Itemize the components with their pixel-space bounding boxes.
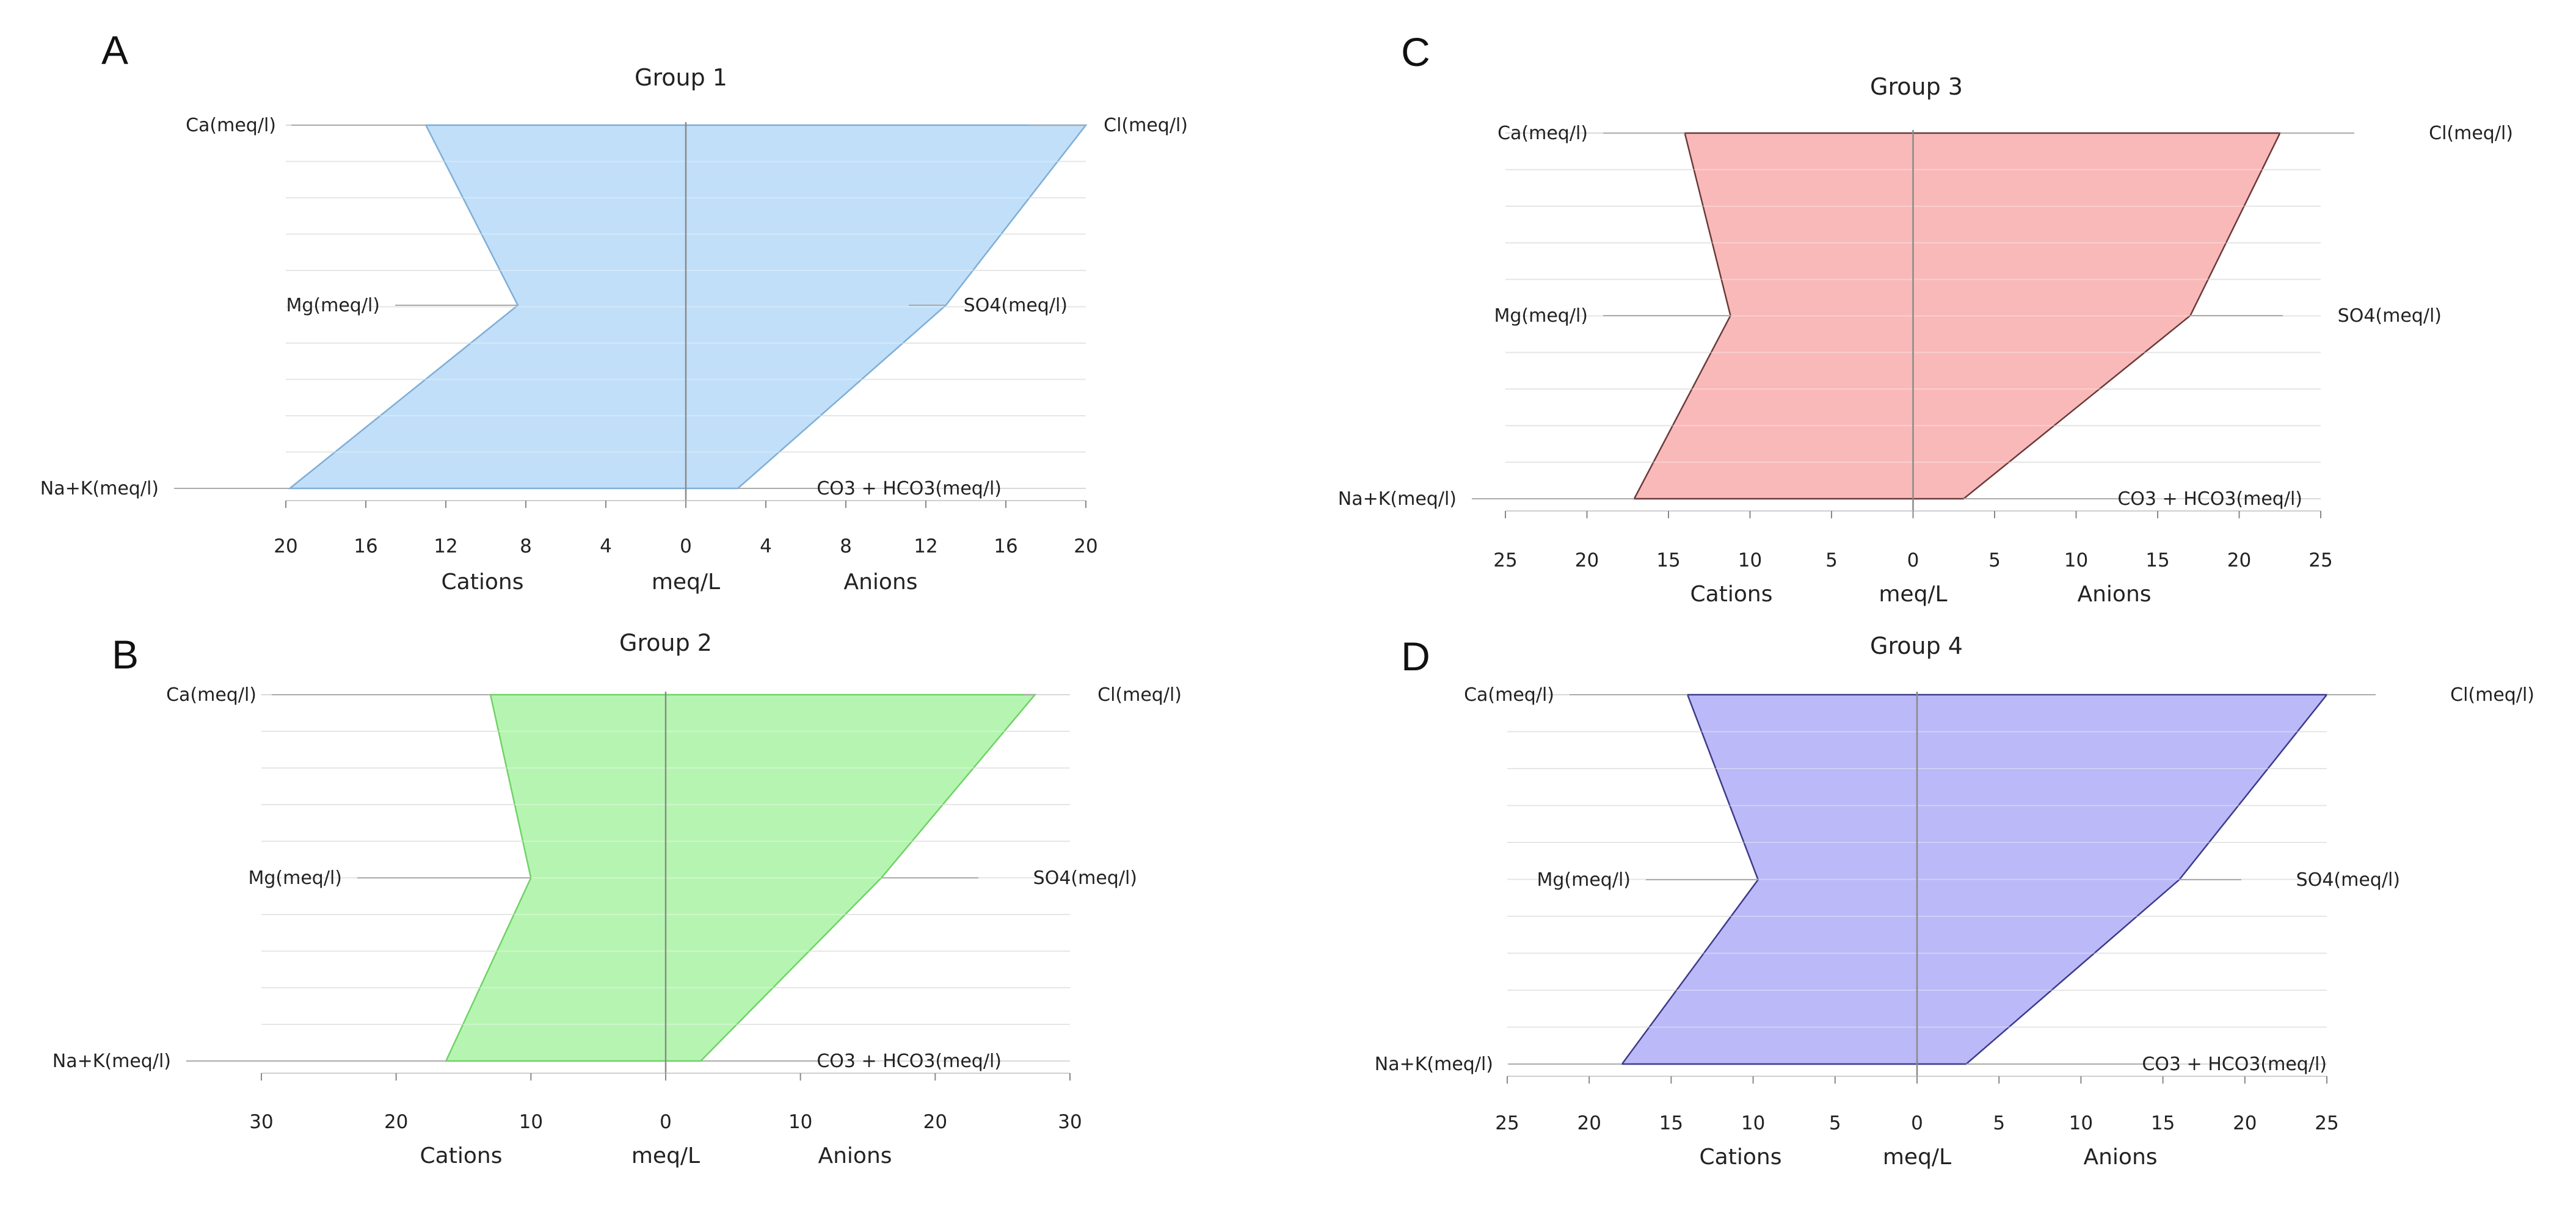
chart-title: Group 1 <box>635 64 727 91</box>
tick-label: 30 <box>249 1111 273 1133</box>
x-label-cations: Cations <box>442 570 524 595</box>
tick-label: 25 <box>1493 549 1517 571</box>
anion-label: CO3 + HCO3(meq/l) <box>817 1051 1002 1072</box>
x-label-cations: Cations <box>1690 582 1773 607</box>
stiff-chart-A: A Group 1 Ca(meq/l) Mg(meq/l) Na+K(meq/l) Cl(… <box>40 27 1188 595</box>
tick-label: 12 <box>434 535 457 557</box>
tick-label: 20 <box>274 535 297 557</box>
cation-label: Mg(meq/l) <box>1494 305 1588 327</box>
anion-label: SO4(meq/l) <box>2338 305 2442 327</box>
tick-label: 20 <box>1575 549 1599 571</box>
tick-label: 20 <box>1577 1112 1601 1134</box>
x-label-anions: Anions <box>2077 582 2151 607</box>
cation-label: Ca(meq/l) <box>166 684 257 706</box>
tick-label: 8 <box>840 535 852 557</box>
anion-label: SO4(meq/l) <box>1033 867 1137 889</box>
anion-label: CO3 + HCO3(meq/l) <box>2117 488 2302 510</box>
tick-label: 10 <box>1738 549 1762 571</box>
cation-label: Na+K(meq/l) <box>53 1051 171 1072</box>
cation-label: Mg(meq/l) <box>1537 869 1631 891</box>
anion-label: Cl(meq/l) <box>2450 684 2534 706</box>
stiff-chart-D: D Group 4 Ca(meq/l) Mg(meq/l) Na+K(meq/l) Cl(… <box>1375 632 2534 1170</box>
tick-label: 20 <box>384 1111 408 1133</box>
cation-label: Ca(meq/l) <box>1497 123 1588 144</box>
tick-label: 15 <box>1659 1112 1683 1134</box>
tick-label: 12 <box>914 535 937 557</box>
x-label-cations: Cations <box>420 1143 503 1168</box>
tick-label: 10 <box>1741 1112 1765 1134</box>
tick-label: 4 <box>600 535 612 557</box>
anion-label: CO3 + HCO3(meq/l) <box>2142 1054 2327 1075</box>
cation-label: Ca(meq/l) <box>186 115 276 136</box>
chart-title: Group 2 <box>619 629 712 656</box>
cation-label: Na+K(meq/l) <box>1338 488 1457 510</box>
tick-label: 16 <box>354 535 377 557</box>
cation-label: Na+K(meq/l) <box>1375 1054 1493 1075</box>
x-label-anions: Anions <box>818 1143 892 1168</box>
anion-label: SO4(meq/l) <box>2296 869 2400 891</box>
tick-label: 5 <box>1825 549 1838 571</box>
x-label-units: meq/L <box>1879 582 1947 607</box>
cation-label: Ca(meq/l) <box>1464 684 1554 706</box>
stiff-chart-C: C Group 3 Ca(meq/l) Mg(meq/l) Na+K(meq/l) Cl(… <box>1338 29 2513 607</box>
x-label-units: meq/L <box>652 570 720 595</box>
panel-letter: D <box>1401 634 1430 679</box>
x-label-units: meq/L <box>1883 1145 1951 1170</box>
panel-letter: B <box>112 632 139 677</box>
anion-label: Cl(meq/l) <box>1104 115 1188 136</box>
cation-label: Mg(meq/l) <box>248 867 342 889</box>
tick-label: 25 <box>2309 549 2332 571</box>
tick-label: 10 <box>2069 1112 2093 1134</box>
tick-label: 10 <box>788 1111 812 1133</box>
tick-label: 5 <box>1988 549 2001 571</box>
tick-label: 0 <box>680 535 692 557</box>
tick-label: 25 <box>1495 1112 1519 1134</box>
cation-label: Na+K(meq/l) <box>40 478 159 499</box>
tick-label: 30 <box>1058 1111 1082 1133</box>
tick-label: 15 <box>1656 549 1680 571</box>
x-label-cations: Cations <box>1700 1145 1782 1170</box>
chart-title: Group 4 <box>1870 632 1963 659</box>
tick-label: 0 <box>1911 1112 1923 1134</box>
anion-label: SO4(meq/l) <box>964 295 1068 316</box>
tick-label: 20 <box>923 1111 947 1133</box>
tick-label: 25 <box>2315 1112 2338 1134</box>
tick-label: 20 <box>2227 549 2251 571</box>
tick-label: 10 <box>519 1111 543 1133</box>
tick-label: 8 <box>520 535 532 557</box>
tick-label: 0 <box>660 1111 672 1133</box>
cation-label: Mg(meq/l) <box>286 295 380 316</box>
anion-label: CO3 + HCO3(meq/l) <box>817 478 1002 499</box>
anion-label: Cl(meq/l) <box>1097 684 1182 706</box>
tick-label: 20 <box>2233 1112 2257 1134</box>
x-label-anions: Anions <box>843 570 917 595</box>
tick-label: 15 <box>2145 549 2169 571</box>
tick-label: 16 <box>994 535 1017 557</box>
x-label-units: meq/L <box>631 1143 700 1168</box>
panel-letter: A <box>101 27 128 73</box>
tick-label: 15 <box>2151 1112 2175 1134</box>
panel-letter: C <box>1401 29 1430 74</box>
tick-label: 0 <box>1907 549 1919 571</box>
stiff-chart-B: B Group 2 Ca(meq/l) Mg(meq/l) Na+K(meq/l) Cl(… <box>53 629 1182 1168</box>
tick-label: 20 <box>1074 535 1097 557</box>
tick-label: 5 <box>1829 1112 1841 1134</box>
x-label-anions: Anions <box>2083 1145 2157 1170</box>
tick-label: 4 <box>760 535 772 557</box>
anion-label: Cl(meq/l) <box>2429 123 2513 144</box>
chart-title: Group 3 <box>1870 73 1963 100</box>
tick-label: 10 <box>2064 549 2088 571</box>
tick-label: 5 <box>1993 1112 2005 1134</box>
